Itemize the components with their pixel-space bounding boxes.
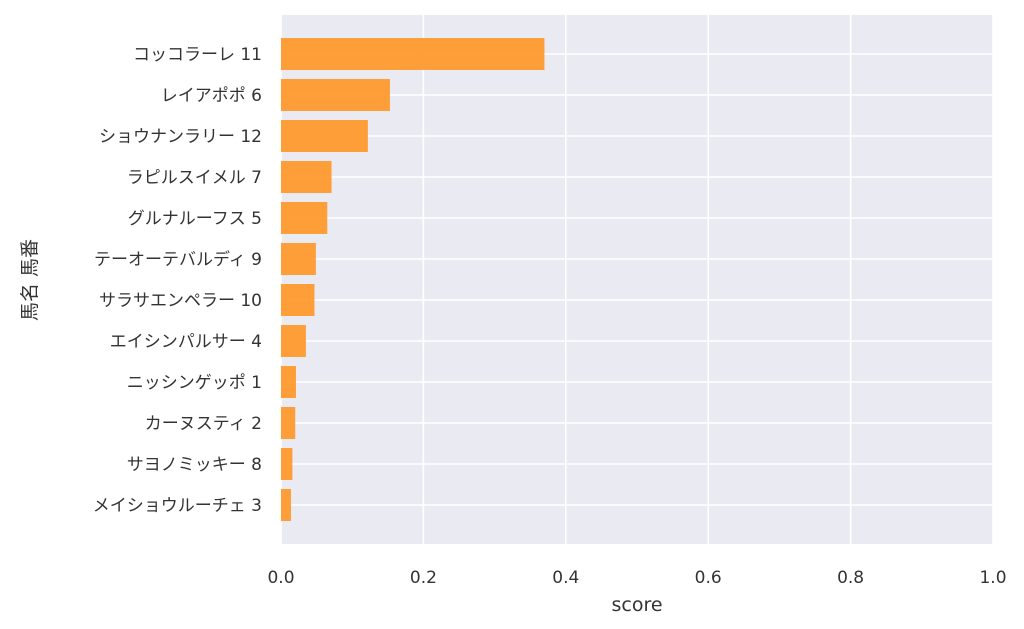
bar: [281, 79, 390, 111]
y-tick-label: エイシンパルサー 4: [110, 332, 262, 352]
plot-background: [281, 15, 993, 544]
y-tick-label: レイアポポ 6: [161, 86, 262, 106]
y-tick-labels: コッコラーレ 11 レイアポポ 6 ショウナンラリー 12 ラピルスイメル 7 グルナル…: [93, 45, 262, 516]
bar: [281, 366, 296, 398]
bar: [281, 202, 328, 234]
y-tick-label: テーオーテバルディ 9: [94, 249, 262, 270]
x-tick-label: 0.0: [267, 568, 294, 588]
y-tick-label: ショウナンラリー 12: [99, 127, 262, 147]
bar: [281, 448, 293, 480]
x-tick-label: 0.6: [695, 568, 722, 588]
y-tick-label: ニッシンゲッポ 1: [127, 373, 262, 393]
y-tick-label: グルナルーフス 5: [128, 209, 262, 229]
bar: [281, 38, 545, 70]
y-axis-label: 馬名 馬番: [19, 239, 41, 321]
bar: [281, 325, 306, 357]
bar: [281, 489, 291, 521]
y-tick-label: メイショウルーチェ 3: [93, 496, 262, 516]
y-tick-label: コッコラーレ 11: [133, 45, 262, 65]
bar: [281, 243, 316, 275]
x-tick-label: 0.4: [552, 568, 579, 588]
bars: [281, 38, 545, 521]
y-tick-label: サヨノミッキー 8: [127, 455, 262, 475]
y-tick-label: ラピルスイメル 7: [127, 168, 262, 188]
y-tick-label: サラサエンペラー 10: [99, 291, 262, 311]
grid-lines: [280, 15, 994, 544]
bar: [281, 284, 315, 316]
bar: [281, 407, 296, 439]
bar: [281, 120, 368, 152]
y-tick-label: カーヌスティ 2: [145, 414, 262, 434]
x-tick-label: 0.2: [410, 568, 437, 588]
x-tick-label: 0.8: [837, 568, 864, 588]
bar: [281, 161, 332, 193]
x-tick-label: 1.0: [979, 568, 1006, 588]
x-axis-label: score: [611, 594, 662, 616]
x-tick-labels: 0.0 0.2 0.4 0.6 0.8 1.0: [267, 568, 1006, 588]
